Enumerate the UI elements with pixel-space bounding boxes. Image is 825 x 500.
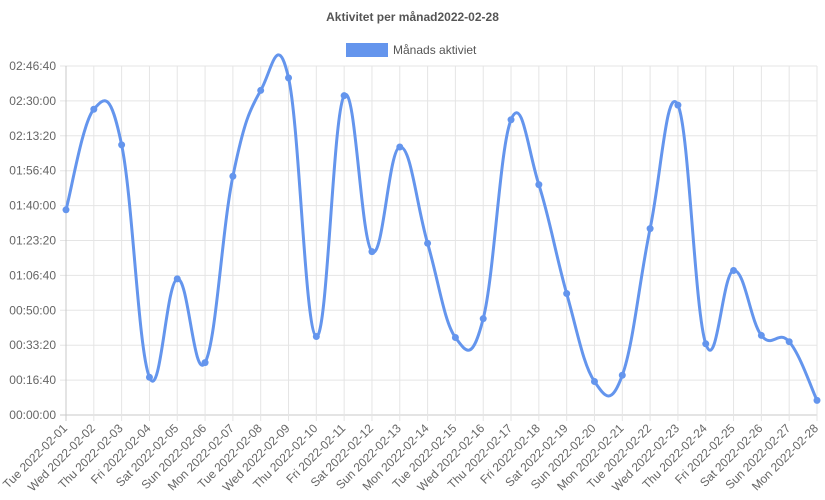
data-point[interactable] [702,340,710,348]
data-point[interactable] [145,373,153,381]
data-point[interactable] [674,101,682,109]
y-tick-label: 00:50:00 [9,303,56,317]
data-point[interactable] [90,105,98,113]
legend-swatch[interactable] [346,43,388,57]
data-point[interactable] [285,74,293,82]
data-point[interactable] [618,371,626,379]
y-tick-label: 00:00:00 [9,408,56,422]
y-tick-label: 01:23:20 [9,234,56,248]
data-points [62,74,821,404]
y-tick-label: 00:16:40 [9,373,56,387]
y-tick-label: 01:06:40 [9,268,56,282]
data-point[interactable] [62,206,70,214]
y-tick-label: 02:46:40 [9,59,56,73]
data-point[interactable] [535,181,543,189]
data-point[interactable] [590,377,598,385]
data-point[interactable] [340,92,348,100]
data-point[interactable] [312,332,320,340]
grid-lines [60,65,818,421]
y-tick-label: 02:30:00 [9,94,56,108]
y-tick-label: 01:56:40 [9,164,56,178]
data-point[interactable] [730,267,738,275]
y-axis-ticks: 00:00:00 00:16:40 00:33:20 00:50:00 01:06:40… [9,59,56,422]
data-point[interactable] [563,290,571,298]
data-point[interactable] [451,334,459,342]
data-point[interactable] [646,225,654,233]
data-point[interactable] [479,315,487,323]
data-point[interactable] [785,338,793,346]
data-point[interactable] [757,331,765,339]
legend[interactable]: Månads aktiviet [346,43,477,57]
data-point[interactable] [229,172,237,180]
data-point[interactable] [424,239,432,247]
y-tick-label: 00:33:20 [9,338,56,352]
chart-title: Aktivitet per månad2022-02-28 [326,10,499,24]
data-point[interactable] [368,248,376,256]
data-point[interactable] [173,275,181,283]
data-point[interactable] [201,359,209,367]
data-point[interactable] [118,141,126,149]
legend-label[interactable]: Månads aktiviet [393,43,477,57]
data-point[interactable] [396,143,404,151]
data-point[interactable] [813,396,821,404]
data-point[interactable] [507,116,515,124]
series-line [64,53,819,401]
y-tick-label: 02:13:20 [9,129,56,143]
data-point[interactable] [257,86,265,94]
y-tick-label: 01:40:00 [9,199,56,213]
